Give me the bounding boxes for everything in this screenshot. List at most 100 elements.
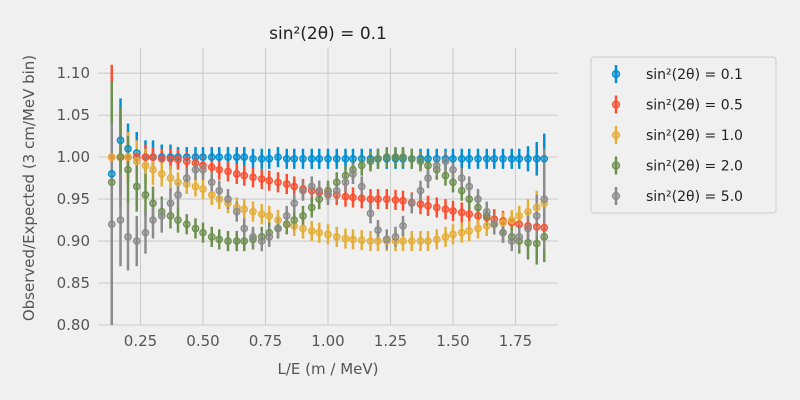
data-point xyxy=(465,154,474,163)
data-point xyxy=(324,230,332,239)
data-point xyxy=(391,233,400,241)
data-point xyxy=(249,207,257,216)
data-point xyxy=(391,196,400,204)
data-point xyxy=(315,186,324,195)
data-point xyxy=(207,233,216,241)
x-tick-label: 0.50 xyxy=(186,332,219,350)
data-point xyxy=(199,228,207,237)
legend-item: sin²(2θ) = 5.0 xyxy=(611,187,743,205)
data-point xyxy=(457,186,466,195)
data-point xyxy=(432,235,441,244)
data-point xyxy=(124,233,132,241)
legend-marker xyxy=(611,191,621,201)
x-tick-labels: 0.25 0.50 0.75 1.00 1.25 1.50 1.75 xyxy=(124,332,532,350)
legend-label: sin²(2θ) = 2.0 xyxy=(646,159,743,175)
legend-label: sin²(2θ) = 0.1 xyxy=(646,67,743,83)
data-point xyxy=(515,154,524,163)
data-point xyxy=(382,195,391,203)
legend-marker xyxy=(611,130,621,140)
data-point xyxy=(149,165,157,174)
data-point xyxy=(174,178,182,187)
data-point xyxy=(224,153,232,161)
chart-title: sin²(2θ) = 0.1 xyxy=(269,24,387,44)
data-point xyxy=(474,195,482,203)
data-point xyxy=(257,210,266,219)
data-point xyxy=(357,236,366,245)
data-point xyxy=(207,153,216,161)
data-point xyxy=(107,170,116,178)
data-point xyxy=(407,154,416,163)
data-point xyxy=(149,199,157,208)
data-point xyxy=(374,226,382,234)
data-point xyxy=(407,199,416,208)
data-point xyxy=(357,194,366,203)
data-point xyxy=(332,178,341,187)
data-point xyxy=(307,182,316,191)
data-point xyxy=(274,153,282,161)
data-point xyxy=(249,154,257,163)
data-point xyxy=(382,153,391,161)
data-point xyxy=(215,153,224,161)
data-point xyxy=(157,154,166,163)
data-point xyxy=(449,178,457,187)
data-point xyxy=(532,222,541,231)
data-point xyxy=(515,212,524,220)
data-point xyxy=(174,191,182,199)
data-point xyxy=(366,209,375,218)
data-point xyxy=(132,182,141,191)
data-point xyxy=(116,136,125,145)
data-point xyxy=(416,237,425,245)
data-point xyxy=(124,165,132,174)
data-point xyxy=(332,154,341,163)
x-tick-label: 0.25 xyxy=(124,332,157,350)
data-point xyxy=(307,203,316,212)
data-point xyxy=(424,174,432,182)
legend-item: sin²(2θ) = 2.0 xyxy=(611,156,743,175)
data-point xyxy=(499,154,507,163)
data-point xyxy=(382,235,391,244)
data-point xyxy=(324,154,332,163)
data-point xyxy=(265,154,274,163)
data-point xyxy=(374,195,382,203)
data-point xyxy=(207,191,216,199)
data-point xyxy=(240,171,249,180)
data-point xyxy=(182,220,191,229)
data-point xyxy=(307,227,316,235)
data-point xyxy=(324,191,332,199)
data-point xyxy=(457,154,466,163)
data-point xyxy=(215,195,224,203)
data-point xyxy=(341,171,350,180)
data-point xyxy=(432,161,441,170)
data-point xyxy=(457,208,466,217)
legend-label: sin²(2θ) = 1.0 xyxy=(646,128,743,144)
data-point xyxy=(349,235,357,244)
data-point xyxy=(532,212,541,220)
data-point xyxy=(366,157,375,166)
data-point xyxy=(399,153,407,161)
data-point xyxy=(315,195,324,203)
data-point xyxy=(207,178,216,187)
data-point xyxy=(290,182,299,191)
data-point xyxy=(349,193,357,202)
data-point xyxy=(124,153,132,161)
data-point xyxy=(366,237,375,245)
data-point xyxy=(374,154,382,163)
data-point xyxy=(240,205,249,214)
data-point xyxy=(107,153,116,161)
data-point xyxy=(524,224,532,233)
data-point xyxy=(540,195,549,203)
x-tick-label: 1.00 xyxy=(311,332,344,350)
data-point xyxy=(224,167,232,176)
y-axis-label: Observed/Expected (3 cm/MeV bin) xyxy=(20,55,38,321)
data-point xyxy=(507,237,516,245)
x-tick-label: 0.75 xyxy=(249,332,282,350)
x-tick-label: 1.25 xyxy=(374,332,407,350)
data-point xyxy=(474,203,482,212)
data-point xyxy=(441,233,450,241)
data-point xyxy=(307,154,316,163)
data-point xyxy=(424,154,432,163)
data-point xyxy=(416,157,425,166)
data-point xyxy=(257,237,266,245)
data-point xyxy=(191,165,200,174)
